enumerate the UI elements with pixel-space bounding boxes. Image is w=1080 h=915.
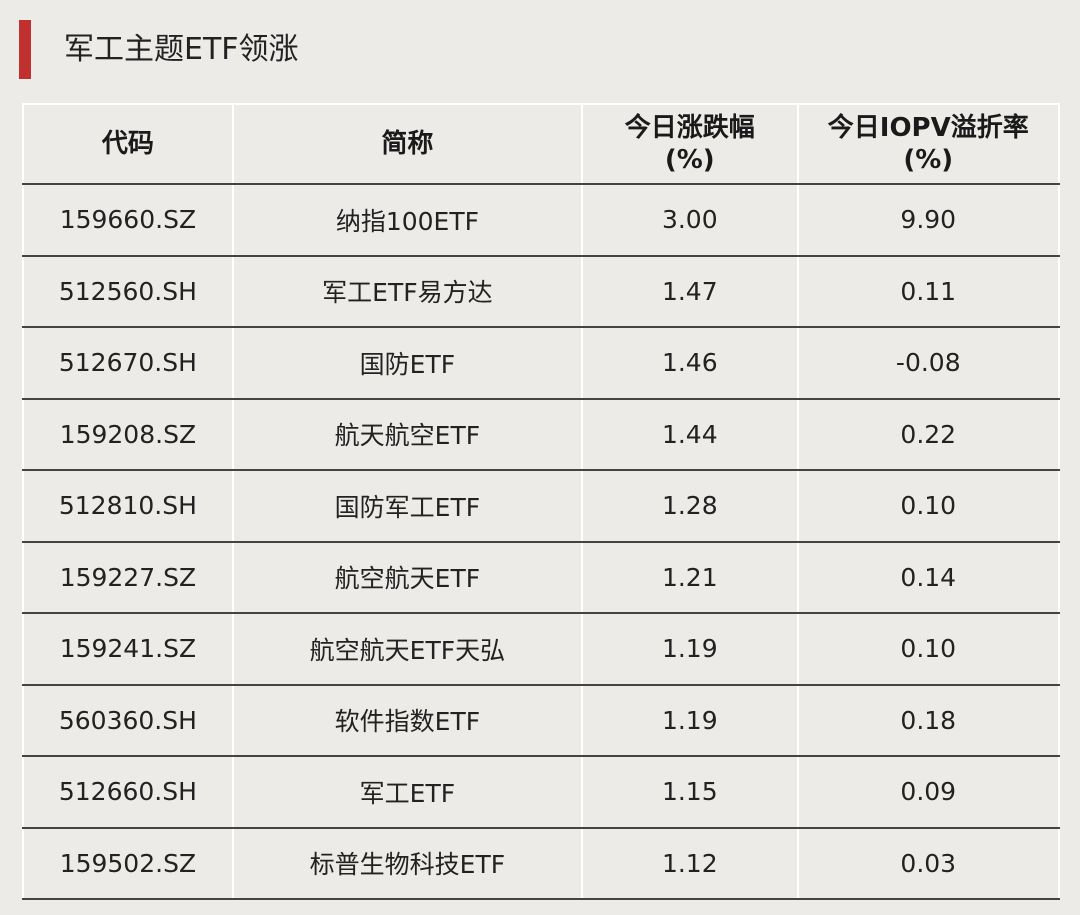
table-row: 159660.SZ 纳指100ETF 3.00 9.90: [22, 184, 1061, 257]
cell-change: 1.47: [581, 255, 799, 328]
cell-code: 512670.SH: [22, 327, 234, 400]
table-row: 560360.SH 软件指数ETF 1.19 0.18: [22, 684, 1061, 757]
cell-code: 159208.SZ: [22, 398, 234, 471]
cell-change: 1.28: [581, 470, 799, 543]
cell-name: 航空航天ETF天弘: [231, 613, 584, 686]
etf-table: 代码 简称 今日涨跌幅 (%) 今日IOPV溢折率 (%) 159660.SZ 纳指1…: [22, 103, 1061, 900]
cell-change: 1.21: [581, 541, 799, 614]
cell-name: 国防ETF: [231, 327, 584, 400]
cell-name: 国防军工ETF: [231, 470, 584, 543]
table-row: 159208.SZ 航天航空ETF 1.44 0.22: [22, 398, 1061, 471]
cell-change: 1.19: [581, 684, 799, 757]
header-unit: (%): [903, 145, 954, 175]
cell-change: 3.00: [581, 184, 799, 257]
cell-code: 159241.SZ: [22, 613, 234, 686]
table-row: 512810.SH 国防军工ETF 1.28 0.10: [22, 470, 1061, 543]
title-accent-bar: [19, 20, 31, 79]
cell-change: 1.15: [581, 756, 799, 829]
cell-iopv: -0.08: [796, 327, 1061, 400]
header-change: 今日涨跌幅 (%): [581, 104, 799, 185]
page-title: 军工主题ETF领涨: [64, 32, 299, 67]
cell-name: 纳指100ETF: [231, 184, 584, 257]
cell-code: 159227.SZ: [22, 541, 234, 614]
cell-iopv: 0.09: [796, 756, 1061, 829]
table-row: 159241.SZ 航空航天ETF天弘 1.19 0.10: [22, 613, 1061, 686]
table-row: 512670.SH 国防ETF 1.46 -0.08: [22, 327, 1061, 400]
table-row: 512660.SH 军工ETF 1.15 0.09: [22, 756, 1061, 829]
cell-iopv: 0.10: [796, 613, 1061, 686]
cell-change: 1.44: [581, 398, 799, 471]
table-header-row: 代码 简称 今日涨跌幅 (%) 今日IOPV溢折率 (%): [22, 104, 1061, 185]
table-row: 159502.SZ 标普生物科技ETF 1.12 0.03: [22, 827, 1061, 900]
table-row: 512560.SH 军工ETF易方达 1.47 0.11: [22, 255, 1061, 328]
cell-name: 军工ETF: [231, 756, 584, 829]
cell-iopv: 9.90: [796, 184, 1061, 257]
header-label: 代码: [101, 129, 154, 159]
cell-name: 航天航空ETF: [231, 398, 584, 471]
header-iopv: 今日IOPV溢折率 (%): [796, 104, 1061, 185]
cell-name: 军工ETF易方达: [231, 255, 584, 328]
cell-name: 标普生物科技ETF: [231, 827, 584, 900]
cell-code: 512810.SH: [22, 470, 234, 543]
cell-iopv: 0.03: [796, 827, 1061, 900]
cell-change: 1.19: [581, 613, 799, 686]
table-row: 159227.SZ 航空航天ETF 1.21 0.14: [22, 541, 1061, 614]
cell-iopv: 0.18: [796, 684, 1061, 757]
cell-code: 512560.SH: [22, 255, 234, 328]
cell-iopv: 0.10: [796, 470, 1061, 543]
header-label: 简称: [381, 129, 434, 159]
cell-change: 1.46: [581, 327, 799, 400]
cell-change: 1.12: [581, 827, 799, 900]
header-label: 今日涨跌幅: [624, 113, 755, 143]
header-name: 简称: [231, 104, 584, 185]
cell-iopv: 0.14: [796, 541, 1061, 614]
cell-code: 560360.SH: [22, 684, 234, 757]
cell-iopv: 0.11: [796, 255, 1061, 328]
header-code: 代码: [22, 104, 234, 185]
cell-name: 软件指数ETF: [231, 684, 584, 757]
cell-code: 512660.SH: [22, 756, 234, 829]
cell-code: 159502.SZ: [22, 827, 234, 900]
header-label: 今日IOPV溢折率: [827, 113, 1029, 143]
cell-name: 航空航天ETF: [231, 541, 584, 614]
cell-code: 159660.SZ: [22, 184, 234, 257]
header-unit: (%): [664, 145, 715, 175]
cell-iopv: 0.22: [796, 398, 1061, 471]
